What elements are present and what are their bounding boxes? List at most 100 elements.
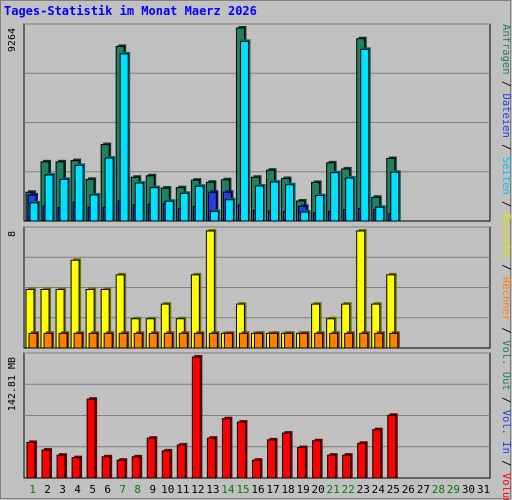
bar-rechner-day-17 (269, 331, 280, 349)
bar-rechner-day-21 (329, 331, 340, 349)
legend-separator: / (500, 75, 512, 94)
x-tick-label-day-7: 7 (119, 483, 126, 496)
bar-seiten-day-15 (239, 39, 251, 222)
legend-item-anfragen: Anfragen (500, 24, 512, 75)
bar-seiten-day-25 (390, 170, 401, 222)
legend-item-seiten: Seiten (500, 157, 512, 195)
legend-separator: / (500, 138, 512, 157)
bar-volumen-day-11 (176, 442, 188, 479)
legend-item-vol-in: Vol. In (500, 410, 512, 454)
bar-rechner-day-6 (103, 331, 115, 349)
legend-separator: / (500, 391, 512, 410)
y-axis-max-label: 8 (7, 231, 18, 237)
x-tick-label-day-8: 8 (134, 483, 141, 496)
legend-separator: / (500, 195, 512, 214)
x-tick-label-day-21: 21 (327, 483, 340, 496)
bar-rechner-day-11 (178, 331, 190, 349)
bar-seiten-day-4 (74, 163, 86, 222)
bar-rechner-day-15 (238, 331, 250, 349)
bar-seiten-day-23 (360, 47, 371, 222)
bar-seiten-day-24 (375, 205, 386, 222)
x-tick-label-day-9: 9 (149, 483, 156, 496)
x-tick-label-day-1: 1 (29, 483, 36, 496)
bar-seiten-day-2 (44, 172, 56, 222)
x-tick-label-day-10: 10 (161, 483, 174, 496)
bar-seiten-day-17 (270, 180, 281, 222)
bar-volumen-day-12 (191, 355, 203, 479)
bar-rechner-day-10 (163, 331, 175, 349)
bar-volumen-day-9 (146, 436, 158, 479)
x-tick-label-day-18: 18 (281, 483, 294, 496)
bar-rechner-day-2 (43, 331, 55, 349)
bar-seiten-day-13 (209, 209, 221, 222)
bar-seiten-day-20 (315, 193, 326, 222)
bar-volumen-day-17 (267, 437, 278, 479)
bar-volumen-day-15 (236, 420, 248, 479)
bar-rechner-day-19 (299, 331, 310, 349)
x-tick-label-day-3: 3 (59, 483, 66, 496)
bar-seiten-day-3 (59, 177, 71, 222)
bar-seiten-day-9 (149, 185, 161, 222)
x-tick-label-day-5: 5 (89, 483, 96, 496)
bar-rechner-day-16 (253, 331, 265, 349)
x-tick-label-day-30: 30 (462, 483, 475, 496)
panel-top: 9264 (7, 23, 491, 222)
bar-rechner-day-13 (208, 331, 220, 349)
bar-seiten-day-5 (89, 192, 101, 222)
x-tick-label-day-28: 28 (432, 483, 445, 496)
bar-rechner-day-25 (389, 331, 400, 349)
bar-volumen-day-13 (206, 436, 218, 479)
bar-seiten-day-16 (254, 184, 266, 222)
bar-seiten-day-1 (29, 200, 40, 222)
bar-volumen-day-24 (372, 427, 383, 479)
legend-separator: / (500, 258, 512, 277)
x-tick-label-day-25: 25 (387, 483, 400, 496)
bar-seiten-day-10 (164, 199, 176, 222)
bar-seiten-day-22 (345, 176, 356, 222)
bar-rechner-day-22 (344, 331, 355, 349)
bar-seiten-day-19 (300, 210, 311, 222)
bar-rechner-day-12 (193, 331, 205, 349)
x-tick-label-day-13: 13 (206, 483, 219, 496)
x-tick-label-day-27: 27 (417, 483, 430, 496)
bar-volumen-day-18 (282, 431, 293, 479)
bar-volumen-day-23 (357, 441, 368, 479)
bar-seiten-day-8 (134, 181, 146, 222)
right-legend: Anfragen / Dateien / Seiten / Besuche / … (500, 24, 512, 500)
legend-item-besuche: Besuche (500, 214, 512, 258)
bar-volumen-day-6 (101, 454, 113, 479)
bar-seiten-day-12 (194, 184, 206, 222)
bar-besuche-day-23 (356, 229, 367, 349)
bar-volumen-day-21 (327, 453, 338, 479)
chart-title: Tages-Statistik im Monat Maerz 2026 (4, 4, 257, 18)
bar-seiten-day-7 (119, 51, 131, 222)
x-tick-label-day-24: 24 (372, 483, 386, 496)
legend-item-volumen: Volumen (500, 473, 512, 500)
x-tick-label-day-31: 31 (477, 483, 490, 496)
legend-separator: / (500, 321, 512, 340)
x-tick-label-day-17: 17 (266, 483, 279, 496)
bar-seiten-day-21 (330, 170, 341, 222)
bar-volumen-day-1 (26, 440, 37, 479)
right-legend-text: Anfragen / Dateien / Seiten / Besuche / … (500, 24, 512, 500)
bar-volumen-day-25 (387, 413, 398, 479)
bar-volumen-day-3 (56, 453, 68, 479)
bar-volumen-day-4 (71, 455, 83, 479)
x-tick-label-day-20: 20 (312, 483, 325, 496)
bar-volumen-day-5 (86, 397, 98, 479)
bar-rechner-day-14 (223, 331, 235, 349)
bar-seiten-day-11 (179, 191, 191, 222)
panel-bottom: 142.81 MB (7, 352, 491, 479)
x-tick-label-day-29: 29 (447, 483, 460, 496)
bar-rechner-day-5 (88, 331, 100, 349)
bar-seiten-day-6 (104, 156, 116, 222)
x-tick-label-day-12: 12 (191, 483, 204, 496)
bar-rechner-day-18 (284, 331, 295, 349)
panel-middle: 8 (7, 226, 491, 349)
bar-rechner-day-23 (359, 331, 370, 349)
x-axis: 1 2 3 4 5 6 7 8 9 10 11 12 13 14 15 16 17 18 19 20 21 22 23 24 2… (29, 483, 490, 496)
bar-volumen-day-10 (161, 448, 173, 479)
bar-volumen-day-16 (251, 458, 263, 479)
x-tick-label-day-15: 15 (236, 483, 249, 496)
